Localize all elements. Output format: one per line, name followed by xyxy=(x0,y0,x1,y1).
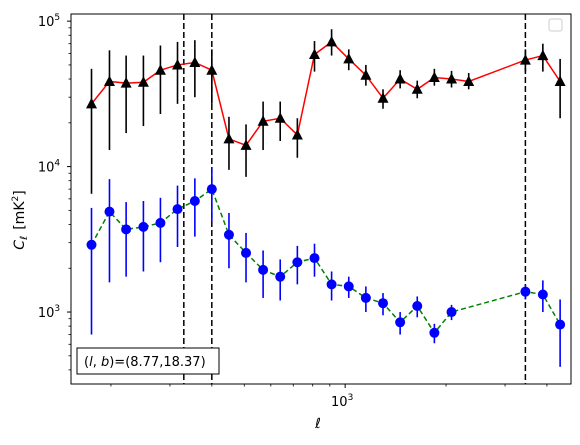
data-point-circle xyxy=(537,289,548,300)
data-point-circle xyxy=(104,206,115,217)
data-point-circle xyxy=(395,317,406,328)
y-axis-label-unit-close: ] xyxy=(12,190,28,195)
data-point-triangle xyxy=(172,58,184,70)
coordinate-annotation: (l, b)=(8.77,18.37) xyxy=(76,347,220,375)
data-point-circle xyxy=(412,301,423,312)
y-axis-label: Cℓ [mK2] xyxy=(11,190,30,249)
data-point-circle xyxy=(121,224,132,235)
y-tick-label: 105 xyxy=(38,13,60,30)
data-point-circle xyxy=(292,257,303,268)
data-point-circle xyxy=(172,204,183,215)
series-0 xyxy=(86,29,566,194)
data-point-circle xyxy=(378,298,389,309)
data-point-triangle xyxy=(257,115,269,126)
data-point-triangle xyxy=(377,92,389,103)
data-point-triangle xyxy=(394,73,406,84)
axis-ticks: 103 103 104 105 xyxy=(38,13,548,410)
data-point-triangle xyxy=(463,75,475,86)
data-point-triangle xyxy=(519,54,531,65)
x-axis-label: ℓ xyxy=(314,416,321,432)
data-point-circle xyxy=(429,327,440,338)
data-point-circle xyxy=(258,264,269,275)
data-point-circle xyxy=(138,221,149,232)
y-axis-label-main: C xyxy=(12,240,28,250)
data-point-triangle xyxy=(240,139,252,150)
data-point-triangle xyxy=(120,77,132,88)
x-tick-label: 103 xyxy=(331,393,353,410)
data-point-circle xyxy=(223,229,234,240)
data-point-triangle xyxy=(206,64,218,75)
data-point-circle xyxy=(326,279,337,290)
data-point-triangle xyxy=(428,71,440,82)
data-point-triangle xyxy=(537,49,549,61)
data-point-triangle xyxy=(554,75,566,86)
data-point-triangle xyxy=(308,48,320,59)
annotation-box xyxy=(76,347,220,375)
data-point-circle xyxy=(520,286,531,297)
annotation-text: (l, b)=(8.77,18.37) xyxy=(84,355,206,370)
data-point-triangle xyxy=(274,112,286,123)
y-axis-label-unit: [mK xyxy=(12,201,28,230)
data-point-circle xyxy=(343,281,354,292)
plot-area xyxy=(86,14,566,384)
data-point-triangle xyxy=(446,73,458,84)
data-point-triangle xyxy=(86,97,98,109)
data-point-circle xyxy=(86,239,97,250)
y-axis-label-sub: ℓ xyxy=(19,236,30,240)
series-1 xyxy=(86,167,566,367)
y-axis-label-unit-sup: 2 xyxy=(11,196,21,202)
data-point-circle xyxy=(555,319,566,330)
data-point-circle xyxy=(309,253,320,264)
data-point-triangle xyxy=(103,75,115,86)
data-point-circle xyxy=(189,196,200,207)
data-point-circle xyxy=(360,292,371,303)
data-point-circle xyxy=(275,271,286,282)
data-point-triangle xyxy=(326,35,338,47)
data-point-triangle xyxy=(223,132,235,144)
data-point-circle xyxy=(155,217,166,228)
y-tick-label: 103 xyxy=(38,304,60,321)
y-tick-label: 104 xyxy=(38,159,61,176)
data-point-triangle xyxy=(411,83,423,94)
data-point-triangle xyxy=(154,64,166,75)
data-point-triangle xyxy=(137,76,149,87)
data-point-triangle xyxy=(360,69,372,80)
data-point-circle xyxy=(206,184,217,195)
data-point-triangle xyxy=(343,52,355,64)
data-point-triangle xyxy=(291,128,303,140)
data-point-circle xyxy=(446,307,457,318)
data-point-triangle xyxy=(189,56,201,67)
legend-box xyxy=(548,18,563,32)
data-point-circle xyxy=(241,247,252,258)
